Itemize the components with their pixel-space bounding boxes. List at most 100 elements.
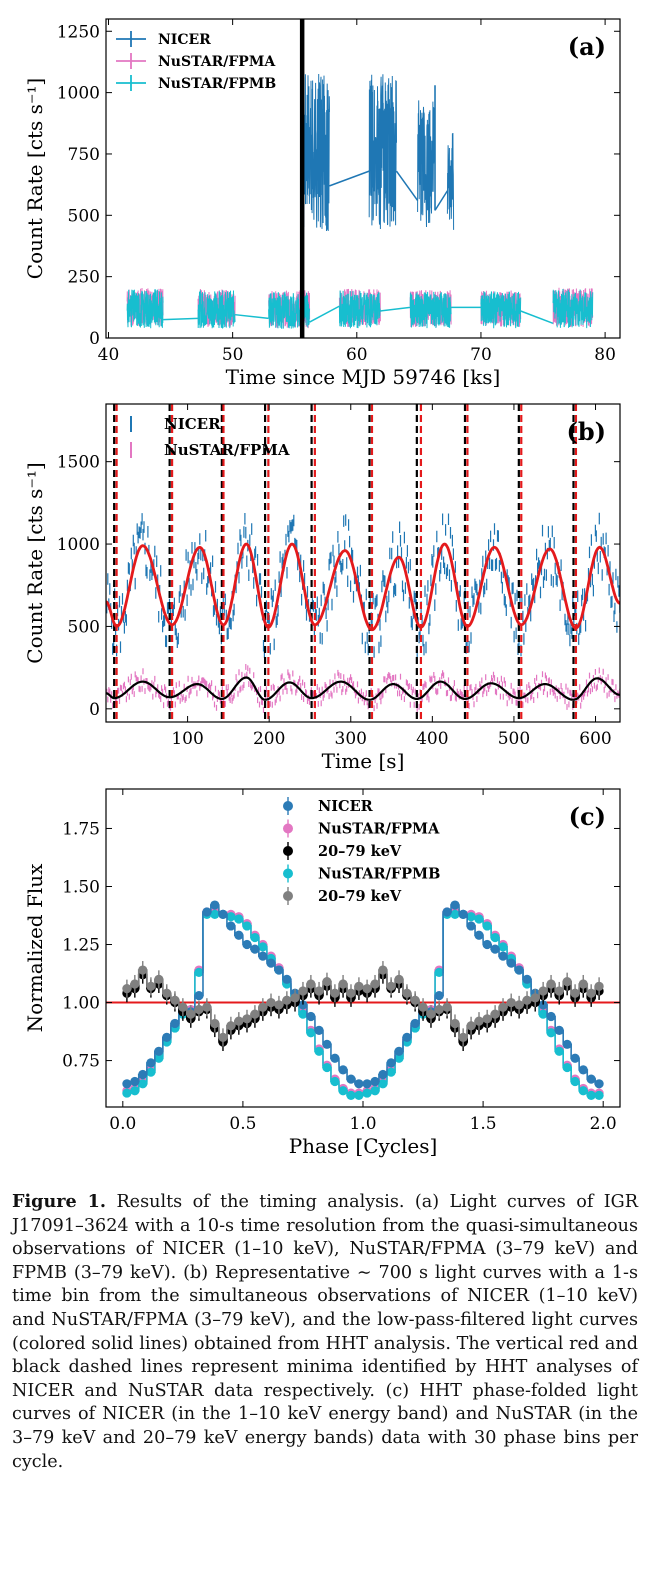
- data-point: [498, 1002, 508, 1012]
- data-point: [346, 1090, 356, 1100]
- data-point: [562, 977, 572, 987]
- data-point: [218, 1032, 228, 1042]
- data-point: [306, 979, 316, 989]
- data-point: [570, 988, 580, 998]
- data-point: [178, 1002, 188, 1012]
- panel-letter: (b): [567, 417, 607, 446]
- data-point: [546, 1011, 556, 1022]
- data-point: [314, 1025, 324, 1036]
- y-tick-label: 1000: [57, 84, 100, 104]
- legend-label: NICER: [164, 415, 221, 433]
- data-point: [242, 921, 252, 931]
- y-tick-label: 0: [89, 700, 100, 720]
- data-point: [130, 979, 140, 989]
- legend-label: NICER: [318, 798, 374, 815]
- data-point: [506, 958, 516, 968]
- data-point: [354, 1079, 364, 1089]
- data-point: [586, 988, 596, 998]
- data-point: [346, 1074, 356, 1084]
- data-point: [378, 1069, 388, 1080]
- panel-letter: (a): [568, 32, 606, 61]
- data-point: [194, 990, 204, 1001]
- nicer-segment: [417, 100, 436, 228]
- fpmb-segment: [197, 290, 236, 330]
- x-tick-label: 300: [335, 729, 367, 749]
- data-point: [522, 974, 532, 984]
- data-point: [330, 1053, 340, 1063]
- data-point: [514, 965, 524, 975]
- data-point: [226, 1021, 236, 1031]
- x-tick-label: 2.0: [590, 1114, 617, 1134]
- series-4: [122, 961, 604, 1047]
- panel-b-legend: NICER NuSTAR/FPMA: [130, 415, 290, 459]
- data-point: [210, 1018, 220, 1029]
- data-point: [146, 1058, 156, 1068]
- legend-marker: [283, 846, 293, 856]
- panel-b-plot: [106, 404, 620, 722]
- data-point: [418, 1002, 428, 1012]
- data-point: [458, 1032, 468, 1042]
- legend-marker: [283, 801, 293, 811]
- legend-label: NuSTAR/FPMA: [164, 441, 290, 459]
- x-tick-label: 70: [470, 345, 492, 365]
- x-tick-label: 50: [222, 345, 244, 365]
- data-point: [122, 984, 132, 994]
- x-tick-label: 60: [346, 345, 368, 365]
- data-point: [522, 995, 532, 1005]
- data-point: [226, 921, 236, 931]
- data-point: [354, 981, 364, 991]
- data-point: [474, 930, 484, 940]
- data-point: [402, 988, 412, 998]
- data-point: [562, 1062, 572, 1073]
- data-point: [386, 1058, 396, 1068]
- data-point: [138, 965, 148, 975]
- data-point: [594, 981, 604, 991]
- data-point: [442, 1002, 452, 1012]
- data-point: [434, 1004, 444, 1015]
- data-point: [330, 988, 340, 998]
- data-point: [306, 1028, 316, 1038]
- x-axis-label: Time since MJD 59746 [ks]: [226, 365, 501, 389]
- data-point: [362, 1079, 372, 1089]
- data-point: [290, 993, 300, 1003]
- data-point: [554, 1046, 564, 1056]
- y-axis-label: Normalized Flux: [23, 863, 47, 1032]
- y-tick-label: 1500: [57, 453, 100, 473]
- y-tick-label: 500: [68, 617, 100, 637]
- data-point: [202, 907, 212, 917]
- fpmb-connector: [520, 310, 554, 324]
- x-tick-label: 600: [579, 729, 611, 749]
- data-point: [314, 986, 324, 996]
- fpmb-segment: [409, 291, 452, 329]
- data-point: [538, 986, 548, 996]
- data-point: [474, 914, 484, 924]
- data-point: [338, 1065, 348, 1075]
- nustar-filtered-curve: [106, 676, 620, 701]
- nicer-segment: [446, 132, 455, 230]
- data-point: [266, 997, 276, 1008]
- data-point: [354, 1090, 364, 1100]
- data-point: [498, 942, 508, 952]
- data-point: [386, 981, 396, 991]
- x-tick-label: 100: [171, 729, 203, 749]
- data-point: [554, 986, 564, 996]
- x-tick-label: 1.5: [470, 1114, 497, 1134]
- y-tick-label: 0: [89, 329, 100, 349]
- x-tick-label: 1.0: [349, 1114, 376, 1134]
- data-point: [146, 1067, 156, 1077]
- data-point: [370, 1076, 380, 1087]
- legend-label: NuSTAR/FPMA: [158, 54, 276, 70]
- data-point: [474, 1016, 484, 1026]
- x-axis-label: Phase [Cycles]: [289, 1134, 438, 1158]
- data-point: [506, 997, 516, 1008]
- data-point: [282, 995, 292, 1005]
- x-tick-label: 80: [594, 345, 616, 365]
- y-tick-label: 1250: [57, 22, 100, 42]
- data-point: [338, 979, 348, 989]
- nicer-segment: [300, 73, 330, 233]
- y-tick-label: 500: [68, 206, 100, 226]
- data-point: [434, 990, 444, 1001]
- fpmb-connector: [235, 313, 269, 320]
- data-point: [322, 977, 332, 987]
